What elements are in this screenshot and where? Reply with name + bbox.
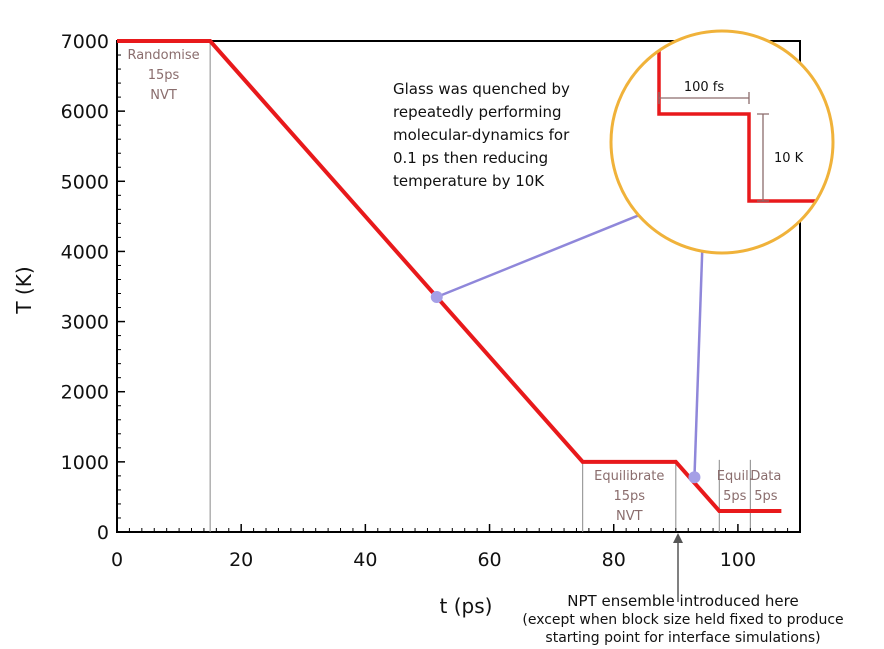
- y-tick-label-6: 6000: [61, 101, 109, 123]
- zoom-circle-fill: [611, 31, 833, 253]
- zoom-inset: 100 fs 10 K: [609, 29, 835, 255]
- y-tick-label-7: 7000: [61, 31, 109, 53]
- zoom-connector-1: [693, 251, 704, 478]
- phase-labels: Randomise 15ps NVT Equilibrate 15ps NVT Equil.…: [127, 48, 781, 524]
- x-tick-label-5: 100: [720, 549, 756, 571]
- phase-label-1-line-0: Equilibrate: [594, 469, 664, 484]
- phase-label-1-line-2: NVT: [616, 509, 643, 524]
- y-tick-label-5: 5000: [61, 171, 109, 193]
- y-tick-label-3: 3000: [61, 312, 109, 334]
- marker-point-1: [688, 471, 701, 484]
- npt-note-line-1: NPT ensemble introduced here: [567, 592, 798, 610]
- zoom-step-line: [657, 31, 833, 203]
- y-tick-label-0: 0: [97, 522, 109, 544]
- npt-note-line-3: starting point for interface simulations…: [545, 630, 820, 646]
- y-tick-label-1: 1000: [61, 452, 109, 474]
- axis-ticks: 0 20 40 60 80 1000100020003000400050006000700…: [61, 31, 801, 571]
- phase-label-0-line-1: 15ps: [148, 68, 180, 83]
- phase-label-3-line-0: Data: [750, 469, 781, 484]
- x-tick-label-1: 20: [229, 549, 253, 571]
- npt-note-line-2: (except when block size held fixed to pr…: [522, 612, 843, 628]
- zoom-connectors: [436, 214, 704, 478]
- quench-note-line-4: 0.1 ps then reducing: [393, 149, 548, 167]
- x-tick-label-3: 60: [477, 549, 501, 571]
- y-tick-label-2: 2000: [61, 382, 109, 404]
- zoom-y-step-label: 10 K: [774, 151, 804, 166]
- marker-points: [430, 291, 701, 484]
- phase-label-3-line-1: 5ps: [754, 489, 778, 504]
- x-axis-title: t (ps): [440, 594, 493, 618]
- x-tick-label-2: 40: [353, 549, 377, 571]
- quench-note-line-2: repeatedly performing: [393, 103, 562, 121]
- quench-note-line-3: molecular-dynamics for: [393, 126, 570, 144]
- phase-label-2-line-0: Equil.: [717, 469, 753, 484]
- npt-arrow-head: [673, 533, 683, 543]
- y-axis-title: T (K): [12, 266, 36, 314]
- phase-label-0-line-2: NVT: [150, 88, 177, 103]
- x-tick-label-0: 0: [111, 549, 123, 571]
- phase-label-1-line-1: 15ps: [613, 489, 645, 504]
- phase-label-2-line-1: 5ps: [723, 489, 747, 504]
- phase-label-0-line-0: Randomise: [127, 48, 199, 63]
- zoom-connector-0: [436, 214, 640, 299]
- zoom-x-step-label: 100 fs: [684, 80, 725, 95]
- series-layer: [117, 39, 782, 513]
- quench-note-line-5: temperature by 10K: [393, 172, 545, 190]
- zoom-circle-border: [609, 29, 835, 255]
- phase-dividers: [209, 41, 751, 532]
- y-tick-label-4: 4000: [61, 241, 109, 263]
- quench-note-line-1: Glass was quenched by: [393, 80, 570, 98]
- plot-frame: [116, 40, 801, 533]
- x-tick-label-4: 80: [602, 549, 626, 571]
- marker-point-0: [430, 291, 443, 304]
- temperature-series-line-0: [117, 39, 782, 513]
